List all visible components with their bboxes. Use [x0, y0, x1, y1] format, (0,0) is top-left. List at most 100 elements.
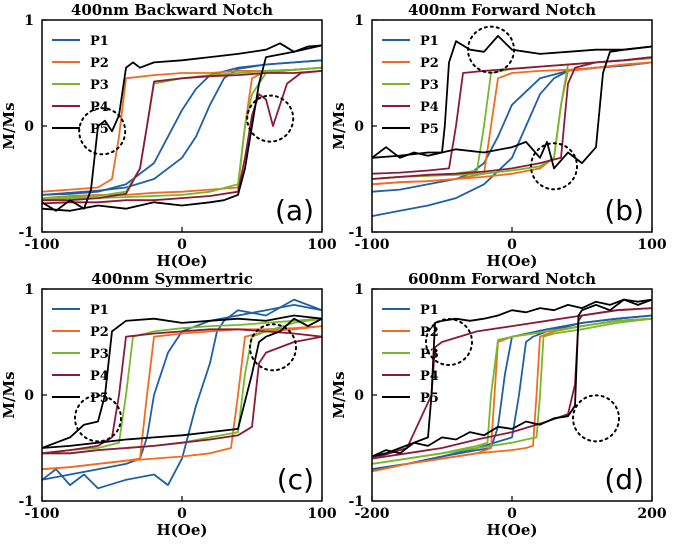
annotation-circle: [249, 323, 297, 372]
chart-title: 400nm Backward Notch: [71, 1, 273, 19]
series-line-P5-branch-1: [371, 298, 653, 458]
series-line-P5-branch-0: [41, 42, 323, 212]
panel-label: (a): [275, 194, 314, 227]
series-line-P2-branch-0: [371, 61, 653, 186]
chart-panel-2: 400nm Symmertric P1 P2 P3 P4 P5 -100 0 100 -1 0 1 H(…: [0, 270, 337, 539]
series-line-P1-branch-1: [41, 59, 323, 196]
legend-label-P1: P1: [420, 34, 439, 49]
legend-label-P1: P1: [90, 34, 109, 49]
y-axis-label: M/Ms: [0, 102, 18, 149]
x-axis-label: H(Oe): [487, 521, 538, 539]
annotation-circle: [530, 142, 578, 191]
y-tick-label: -1: [18, 494, 34, 510]
annotation-circle: [78, 107, 127, 156]
series-line-P3-branch-1: [41, 317, 323, 455]
x-tick-label: 0: [177, 506, 187, 522]
chart-title: 400nm Symmertric: [91, 270, 253, 288]
y-tick-label: 0: [354, 119, 364, 135]
legend-label-P3: P3: [420, 347, 439, 362]
annotation-circle: [74, 394, 122, 443]
series-line-P5-branch-1: [371, 35, 653, 159]
legend-label-P3: P3: [420, 78, 439, 93]
y-tick-label: 1: [354, 282, 364, 298]
x-axis-label: H(Oe): [157, 521, 208, 539]
series-line-P4-branch-1: [41, 328, 323, 455]
chart-panel-1: 400nm Forward Notch P1 P2 P3 P4 P5 -100 0 100 -1 0…: [330, 1, 667, 270]
chart-title: 600nm Forward Notch: [408, 270, 596, 288]
y-axis-label: M/Ms: [330, 102, 348, 149]
series-line-P1-branch-1: [41, 304, 323, 481]
series-line-P4-branch-0: [42, 70, 323, 202]
series-line-P5-branch-0: [371, 45, 653, 170]
series-line-P2-branch-1: [41, 325, 323, 471]
y-tick-label: -1: [348, 225, 364, 241]
series-line-P3-branch-1: [371, 57, 653, 180]
x-tick-label: 0: [177, 237, 187, 253]
annotation-circle: [467, 25, 515, 74]
legend-label-P2: P2: [90, 325, 109, 340]
x-tick-label: -100: [24, 506, 59, 522]
legend-label-P3: P3: [90, 347, 109, 362]
series-line-P3-branch-0: [371, 57, 653, 180]
series-line-P5-branch-0: [371, 298, 653, 458]
x-tick-label: 100: [637, 237, 666, 253]
series-line-P3-branch-1: [41, 66, 323, 202]
series-line-P2-branch-1: [371, 317, 653, 473]
x-tick-label: -100: [24, 237, 59, 253]
series-line-P1-branch-0: [41, 298, 323, 490]
y-tick-label: -1: [18, 225, 34, 241]
legend-label-P1: P1: [420, 303, 439, 318]
series-line-P2-branch-0: [41, 66, 323, 193]
y-tick-label: 0: [24, 388, 34, 404]
legend-label-P4: P4: [420, 369, 439, 384]
chart-panel-0: 400nm Backward Notch P1 P2 P3 P4 P5 -100 0 100 -1…: [0, 1, 337, 270]
y-tick-label: 0: [354, 388, 364, 404]
y-tick-label: 1: [24, 13, 34, 29]
legend-label-P4: P4: [420, 100, 439, 115]
series-line-P4-branch-0: [42, 335, 323, 455]
y-tick-label: -1: [348, 494, 364, 510]
series-line-P4-branch-1: [41, 70, 323, 205]
x-axis-label: H(Oe): [487, 252, 538, 270]
x-tick-label: 0: [507, 506, 517, 522]
panel-label: (b): [604, 194, 644, 227]
annotation-circle: [246, 94, 295, 143]
legend-label-P2: P2: [420, 56, 439, 71]
legend-label-P5: P5: [90, 391, 109, 406]
legend-label-P3: P3: [90, 78, 109, 93]
series-line-P2-branch-0: [371, 317, 653, 473]
legend-label-P2: P2: [90, 56, 109, 71]
legend-label-P2: P2: [420, 325, 439, 340]
x-tick-label: 100: [307, 506, 336, 522]
chart-title: 400nm Forward Notch: [408, 1, 596, 19]
legend-label-P4: P4: [90, 100, 109, 115]
y-tick-label: 1: [24, 282, 34, 298]
y-axis-label: M/Ms: [330, 371, 348, 418]
legend-label-P5: P5: [420, 122, 439, 137]
y-tick-label: 0: [24, 119, 34, 135]
series-line-P4-branch-0: [371, 56, 653, 180]
annotation-circle: [572, 394, 620, 443]
series-line-P2-branch-1: [371, 61, 653, 186]
x-tick-label: -200: [354, 506, 389, 522]
series-line-P5-branch-0: [41, 317, 323, 449]
legend-label-P5: P5: [90, 122, 109, 137]
series-line-P5-branch-1: [41, 44, 323, 212]
panel-label: (c): [277, 463, 314, 496]
legend-label-P4: P4: [90, 369, 109, 384]
series-line-P5-branch-1: [41, 314, 323, 449]
x-tick-label: -100: [354, 237, 389, 253]
y-tick-label: 1: [354, 13, 364, 29]
series-line-P1-branch-0: [41, 59, 323, 196]
chart-panel-3: 600nm Forward Notch P1 P2 P3 P4 P5 -200 0 200 -1 0…: [330, 270, 667, 539]
x-tick-label: 0: [507, 237, 517, 253]
series-line-P3-branch-0: [41, 66, 323, 199]
series-line-P3-branch-0: [42, 317, 323, 455]
series-line-P4-branch-1: [371, 307, 653, 460]
legend-label-P5: P5: [420, 391, 439, 406]
x-tick-label: 200: [637, 506, 666, 522]
x-tick-label: 100: [307, 237, 336, 253]
legend-label-P1: P1: [90, 303, 109, 318]
series-line-P1-branch-1: [371, 314, 653, 471]
y-axis-label: M/Ms: [0, 371, 18, 418]
